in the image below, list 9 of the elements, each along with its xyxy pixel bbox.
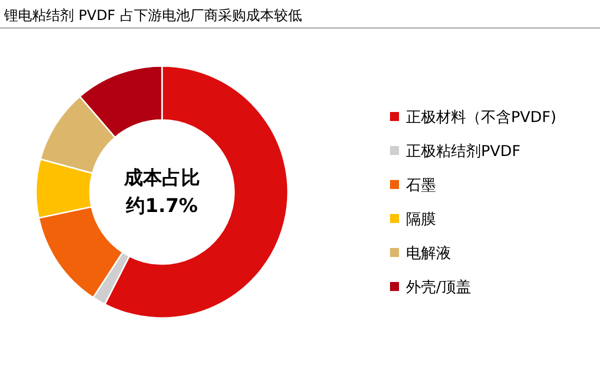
text: 成本占比: [123, 167, 200, 189]
chart-title: 锂电粘结剂 PVDF 占下游电池厂商采购成本较低: [3, 8, 302, 24]
legend-label: 石墨: [406, 176, 436, 194]
legend-label: 正极材料（不含PVDF): [406, 108, 556, 126]
legend-label: 正极粘结剂PVDF: [406, 142, 520, 160]
legend-label: 电解液: [406, 244, 451, 262]
legend-label: 外壳/顶盖: [406, 278, 472, 296]
text: 约1.7%: [125, 195, 198, 217]
legend-label: 隔膜: [406, 210, 436, 228]
